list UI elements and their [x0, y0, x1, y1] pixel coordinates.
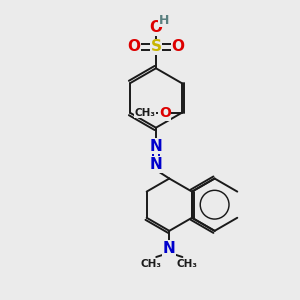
Text: CH₃: CH₃: [134, 108, 155, 118]
Text: CH₃: CH₃: [177, 260, 198, 269]
Text: N: N: [150, 139, 162, 154]
Text: O: O: [127, 39, 140, 54]
Text: O: O: [159, 106, 171, 120]
Text: N: N: [163, 241, 176, 256]
Text: O: O: [149, 20, 162, 35]
Text: CH₃: CH₃: [141, 260, 162, 269]
Text: O: O: [172, 39, 185, 54]
Text: N: N: [150, 157, 162, 172]
Text: S: S: [150, 39, 161, 54]
Text: H: H: [159, 14, 169, 27]
